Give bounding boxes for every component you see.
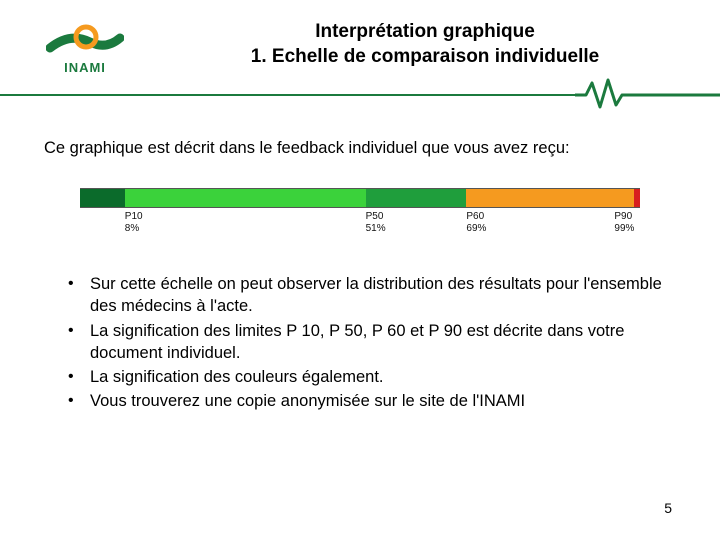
scale-tick: P108%: [125, 211, 143, 235]
inami-logo-icon: [46, 18, 124, 58]
comparison-scale-chart: P108% P5051% P6069% P9099%: [0, 158, 720, 249]
scale-bar: [80, 188, 640, 208]
title-line-1: Interprétation graphique: [160, 20, 690, 45]
scale-tick: P6069%: [466, 211, 486, 235]
scale-tick: P9099%: [614, 211, 634, 235]
slide-header: INAMI Interprétation graphique 1. Echell…: [0, 0, 720, 75]
bullet-item: Vous trouverez une copie anonymisée sur …: [64, 390, 670, 412]
scale-segment: [466, 189, 634, 207]
bullet-item: La signification des limites P 10, P 50,…: [64, 320, 670, 365]
slide-title: Interprétation graphique 1. Echelle de c…: [160, 18, 690, 69]
logo-label: INAMI: [64, 60, 106, 75]
scale-segment: [125, 189, 366, 207]
scale-segment: [634, 189, 640, 207]
intro-text: Ce graphique est décrit dans le feedback…: [0, 111, 720, 158]
scale-tick: P5051%: [366, 211, 386, 235]
scale-segment: [366, 189, 467, 207]
page-number: 5: [664, 500, 672, 516]
bullet-item: Sur cette échelle on peut observer la di…: [64, 273, 670, 318]
title-line-2: 1. Echelle de comparaison individuelle: [160, 45, 690, 70]
scale-tick-labels: P108% P5051% P6069% P9099%: [80, 211, 640, 241]
header-rule: [0, 77, 720, 111]
heartbeat-icon: [0, 77, 720, 111]
scale-segment: [80, 189, 125, 207]
bullet-item: La signification des couleurs également.: [64, 366, 670, 388]
bullet-list: Sur cette échelle on peut observer la di…: [0, 249, 720, 413]
logo: INAMI: [30, 18, 140, 75]
